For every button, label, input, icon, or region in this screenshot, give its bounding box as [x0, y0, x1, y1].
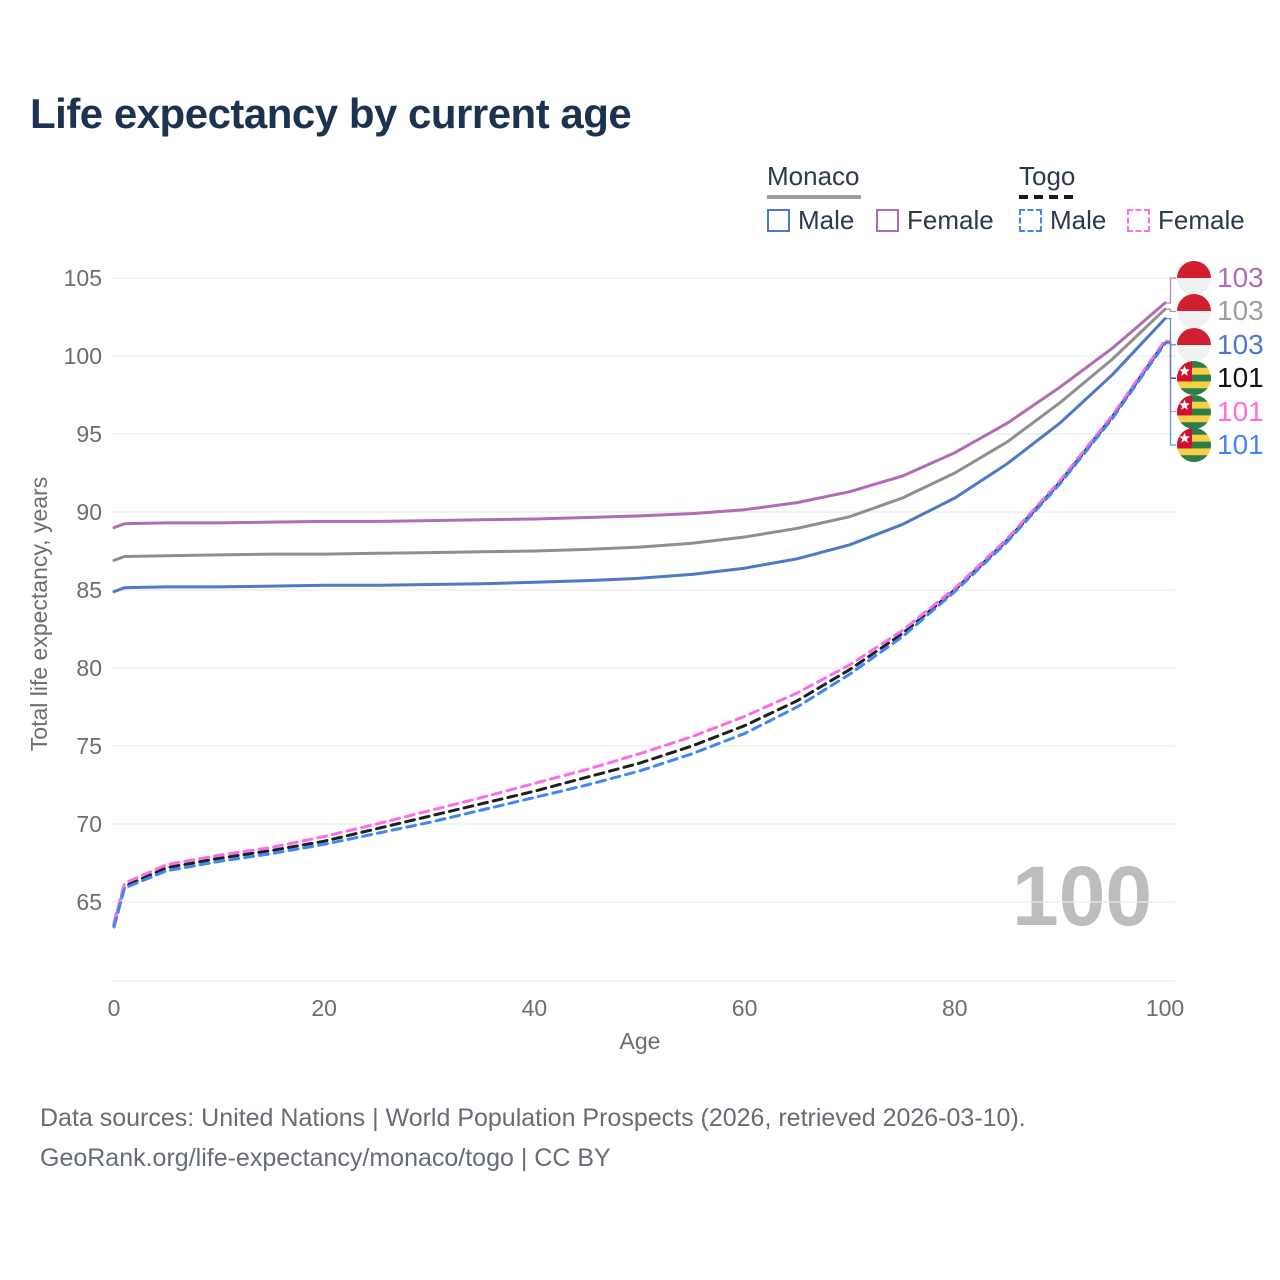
- legend-label: Female: [1158, 205, 1245, 235]
- monaco-male-swatch: [767, 209, 790, 232]
- line-togo-male[interactable]: [112, 342, 1167, 929]
- x-tick-label: 0: [108, 995, 121, 1021]
- legend-item-monaco-male[interactable]: Male: [767, 205, 854, 236]
- legend-label: Female: [907, 205, 994, 235]
- y-tick-label: 95: [76, 421, 102, 447]
- y-tick-label: 65: [76, 889, 102, 915]
- legend-item-monaco-female[interactable]: Female: [876, 205, 994, 236]
- x-tick-label: 60: [732, 995, 758, 1021]
- x-tick-label: 20: [311, 995, 337, 1021]
- page-title: Life expectancy by current age: [30, 90, 632, 137]
- y-tick-label: 90: [76, 499, 102, 525]
- y-tick-label: 75: [76, 733, 102, 759]
- footer-data-sources: Data sources: United Nations | World Pop…: [40, 1104, 1026, 1132]
- footer-attribution: GeoRank.org/life-expectancy/monaco/togo …: [40, 1144, 611, 1172]
- y-axis-title: Total life expectancy, years: [26, 477, 52, 751]
- leader-line: [1165, 342, 1176, 446]
- legend-label: Male: [798, 205, 855, 235]
- x-tick-label: 80: [942, 995, 968, 1021]
- legend-item-togo-male[interactable]: Male: [1019, 205, 1106, 236]
- y-tick-label: 100: [64, 343, 102, 369]
- line-monaco-male[interactable]: [112, 317, 1167, 594]
- togo-male-swatch: [1019, 209, 1042, 232]
- monaco-female-swatch: [876, 209, 899, 232]
- togo-line-swatch: [1019, 195, 1077, 199]
- hovered-age-watermark: 100: [1012, 849, 1153, 943]
- x-tick-label: 40: [522, 995, 548, 1021]
- monaco-line-swatch: [767, 195, 861, 199]
- line-monaco-female[interactable]: [112, 301, 1167, 530]
- togo-female-swatch: [1127, 209, 1150, 232]
- x-axis-title: Age: [620, 1028, 661, 1054]
- legend-group-togo[interactable]: Togo: [1019, 161, 1076, 191]
- leader-line: [1165, 277, 1176, 304]
- legend-label: Male: [1050, 205, 1107, 235]
- y-tick-label: 80: [76, 655, 102, 681]
- leader-line: [1165, 317, 1176, 346]
- legend-item-togo-female[interactable]: Female: [1127, 205, 1245, 236]
- x-tick-label: 100: [1146, 995, 1184, 1021]
- line-monaco-both-sexes[interactable]: [112, 307, 1167, 562]
- leader-line: [1165, 308, 1176, 313]
- line-togo-female[interactable]: [112, 338, 1167, 924]
- legend-group-monaco[interactable]: Monaco: [767, 161, 860, 191]
- y-tick-label: 85: [76, 577, 102, 603]
- line-togo-both-sexes[interactable]: [112, 340, 1167, 927]
- y-tick-label: 105: [64, 265, 102, 291]
- y-tick-label: 70: [76, 811, 102, 837]
